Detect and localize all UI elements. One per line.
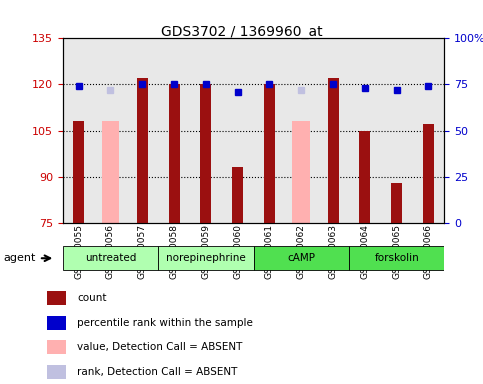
Text: agent: agent (3, 253, 36, 263)
Bar (359, 131, 370, 223)
Bar (423, 124, 434, 223)
Bar (391, 183, 402, 223)
Text: count: count (77, 293, 106, 303)
Bar (47, 316, 66, 330)
FancyBboxPatch shape (349, 246, 444, 270)
Bar (47, 341, 66, 354)
Text: GDS3702 / 1369960_at: GDS3702 / 1369960_at (161, 25, 322, 39)
Bar (47, 291, 66, 305)
Text: percentile rank within the sample: percentile rank within the sample (77, 318, 253, 328)
Text: cAMP: cAMP (287, 253, 315, 263)
Bar (327, 78, 339, 223)
FancyBboxPatch shape (254, 246, 349, 270)
Text: rank, Detection Call = ABSENT: rank, Detection Call = ABSENT (77, 367, 237, 377)
Text: untreated: untreated (85, 253, 136, 263)
Bar (47, 365, 66, 379)
Bar (232, 167, 243, 223)
Bar (200, 84, 212, 223)
FancyBboxPatch shape (158, 246, 254, 270)
Text: forskolin: forskolin (374, 253, 419, 263)
Text: value, Detection Call = ABSENT: value, Detection Call = ABSENT (77, 343, 242, 353)
Bar (292, 121, 310, 223)
Text: norepinephrine: norepinephrine (166, 253, 246, 263)
Bar (169, 84, 180, 223)
FancyBboxPatch shape (63, 246, 158, 270)
Bar (137, 78, 148, 223)
Bar (101, 121, 119, 223)
Bar (73, 121, 84, 223)
Bar (264, 84, 275, 223)
